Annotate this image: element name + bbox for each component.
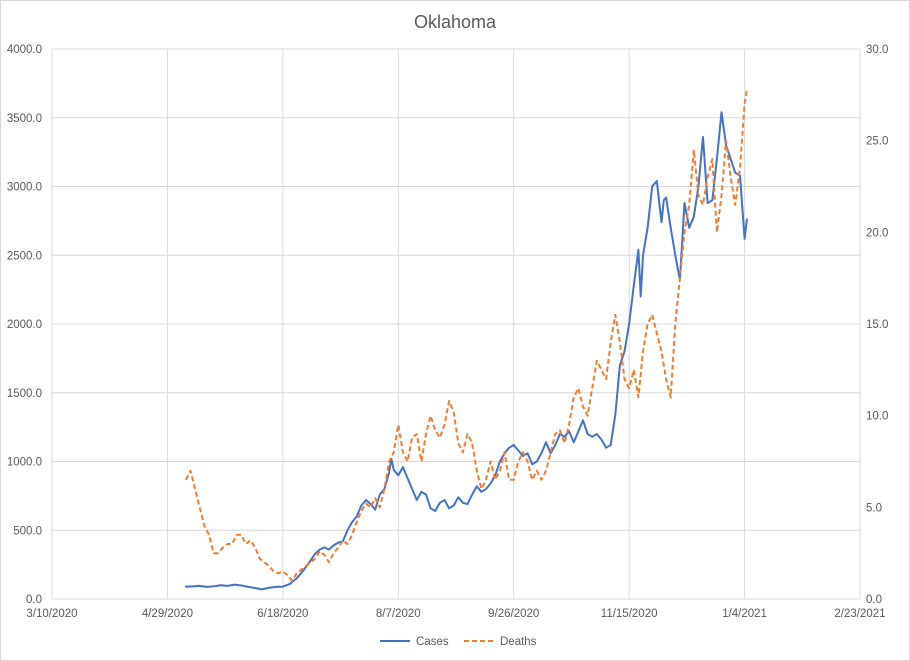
series-line-deaths	[185, 89, 748, 582]
x-tick-label: 3/10/2020	[26, 608, 77, 620]
series-line-cases	[184, 111, 748, 591]
legend: Cases Deaths	[380, 636, 537, 648]
x-axis-labels: 3/10/2020 4/29/2020 6/18/2020 8/7/2020 9/26/…	[26, 608, 885, 620]
left-y-tick-label: 2000.0	[7, 319, 42, 331]
left-y-tick-label: 0.0	[26, 594, 42, 606]
series-lines	[184, 89, 748, 591]
left-y-tick-label: 1500.0	[7, 388, 42, 400]
right-y-tick-label: 25.0	[866, 136, 888, 148]
right-y-axis-labels: 0.0 5.0 10.0 15.0 20.0 25.0 30.0	[866, 44, 888, 606]
x-tick-label: 1/4/2021	[722, 608, 767, 620]
right-y-tick-label: 10.0	[866, 411, 888, 423]
x-tick-label: 8/7/2020	[376, 608, 421, 620]
chart-title: Oklahoma	[414, 12, 497, 32]
right-y-tick-label: 15.0	[866, 319, 888, 331]
x-tick-label: 4/29/2020	[142, 608, 193, 620]
right-y-tick-label: 30.0	[866, 44, 888, 56]
left-y-tick-label: 500.0	[13, 525, 42, 537]
legend-label-cases: Cases	[416, 636, 449, 648]
left-y-tick-label: 3500.0	[7, 113, 42, 125]
right-y-tick-label: 0.0	[866, 594, 882, 606]
left-y-tick-label: 3000.0	[7, 182, 42, 194]
x-tick-label: 11/15/2020	[601, 608, 658, 620]
left-y-tick-label: 1000.0	[7, 457, 42, 469]
x-tick-label: 2/23/2021	[834, 608, 885, 620]
gridlines	[51, 48, 861, 600]
right-y-tick-label: 5.0	[866, 502, 882, 514]
left-y-axis-labels: 0.0 500.0 1000.0 1500.0 2000.0 2500.0 3000.0 35…	[7, 44, 42, 606]
x-tick-label: 9/26/2020	[488, 608, 539, 620]
x-tick-label: 6/18/2020	[257, 608, 308, 620]
left-y-tick-label: 2500.0	[7, 250, 42, 262]
right-y-tick-label: 20.0	[866, 227, 888, 239]
legend-label-deaths: Deaths	[500, 636, 537, 648]
left-y-tick-label: 4000.0	[7, 44, 42, 56]
